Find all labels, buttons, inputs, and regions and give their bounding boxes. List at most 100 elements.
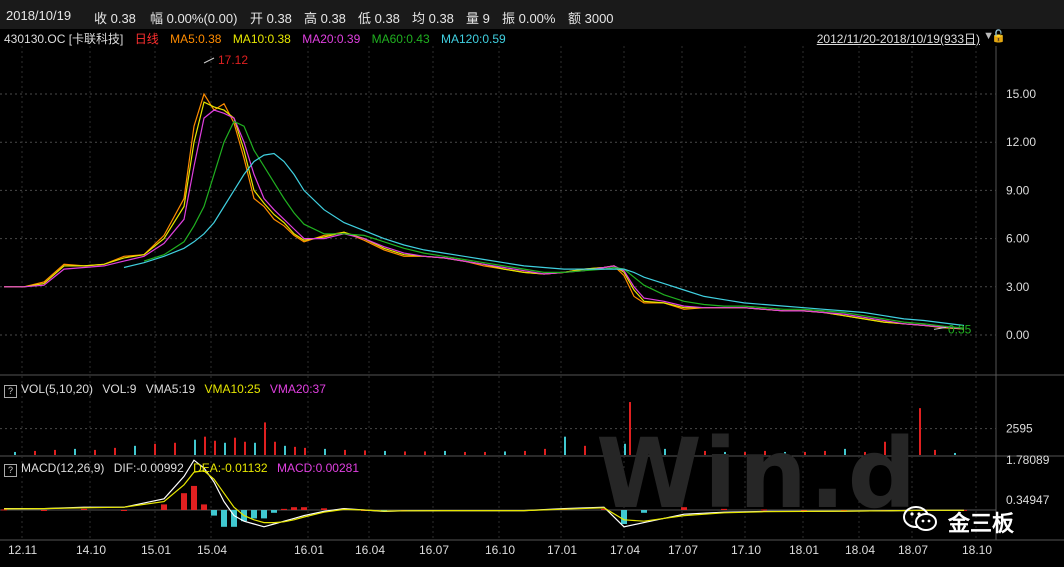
macd-histogram-bar	[721, 508, 727, 510]
volume-bar	[904, 450, 906, 455]
ma20-legend: MA20:0.39	[302, 32, 361, 46]
ma-line-ma60	[143, 120, 965, 329]
volume-bar	[604, 446, 606, 455]
vol-value: VOL:9	[102, 382, 137, 396]
volume-bar	[584, 445, 586, 455]
macd-histogram-bar	[761, 509, 767, 511]
volume-bar	[154, 443, 156, 455]
volume-bar	[234, 437, 236, 455]
volume-bar	[114, 447, 116, 455]
price-tick-label: 9.00	[1006, 183, 1030, 197]
volume-bar	[444, 450, 446, 455]
ma-line-ma120	[123, 152, 965, 327]
lock-icon[interactable]: 🔓	[991, 29, 1006, 43]
macd-histogram-bar	[191, 485, 197, 510]
volume-bar	[864, 451, 866, 455]
time-tick-label: 12.11	[8, 543, 37, 557]
open-label: 开 0.38	[250, 11, 292, 26]
volume-bar	[664, 448, 666, 455]
ma5-legend: MA5:0.38	[170, 32, 222, 46]
macd-histogram-bar	[621, 510, 627, 524]
volume-bar	[344, 449, 346, 455]
vol-legend: ? VOL(5,10,20) VOL:9 VMA5:19 VMA10:25 VMA…	[4, 382, 332, 398]
ma-line-ma10	[4, 101, 965, 330]
volume-bar	[74, 448, 76, 455]
dropdown-triangle-icon[interactable]: ▼	[983, 30, 994, 42]
date-range-label[interactable]: 2012/11/20-2018/10/19(933日)	[816, 32, 980, 46]
time-tick-label: 17.01	[547, 543, 577, 557]
volume-bar	[484, 451, 486, 455]
help-icon[interactable]: ?	[4, 385, 17, 398]
volume-bar	[264, 422, 266, 455]
volume-bar	[54, 449, 56, 455]
vma20-legend: VMA20:37	[269, 382, 326, 396]
time-tick-label: 16.07	[419, 543, 449, 557]
volume-bar	[224, 442, 226, 455]
dea-line	[3, 470, 964, 524]
macd-histogram-bar	[251, 510, 257, 519]
volume-bar	[624, 443, 626, 455]
volume-bar	[284, 445, 286, 455]
volume-bar	[274, 441, 276, 455]
volume-bar	[254, 442, 256, 455]
macd-tick-label: 0.34947	[1006, 493, 1050, 507]
volume-bar	[804, 451, 806, 455]
volume-bar	[34, 450, 36, 455]
macd-histogram-bar	[211, 510, 217, 516]
macd-histogram-bar	[1, 509, 7, 511]
security-code: 430130.OC [卡联科技]	[4, 32, 124, 46]
volume-bar	[364, 450, 366, 455]
volume-bar	[564, 436, 566, 455]
volume-bar	[204, 436, 206, 455]
price-legend: 430130.OC [卡联科技] 日线 MA5:0.38 MA10:0.38 M…	[4, 30, 514, 46]
volume-bar	[684, 451, 686, 455]
macd-histogram-bar	[301, 507, 307, 510]
volume-bar	[14, 451, 16, 455]
help-icon[interactable]: ?	[4, 464, 17, 477]
volume-bar	[384, 450, 386, 455]
macd-histogram-bar	[601, 508, 607, 510]
vma5-legend: VMA5:19	[145, 382, 196, 396]
volume-bar	[544, 448, 546, 455]
volume-bar	[294, 446, 296, 455]
period-label[interactable]: 日线	[134, 32, 159, 46]
high-marker-line	[203, 57, 215, 64]
volume-bar	[424, 451, 426, 455]
macd-histogram-bar	[161, 504, 167, 510]
macd-tick-label: 1.78089	[1006, 453, 1050, 467]
ma120-legend: MA120:0.59	[440, 32, 506, 46]
date-label: 2018/10/19	[6, 8, 72, 23]
volume-bar	[704, 450, 706, 455]
price-tick-label: 12.00	[1006, 135, 1036, 149]
volume-bar	[304, 447, 306, 455]
wechat-icon	[903, 506, 937, 531]
vol-tick-label: 2595	[1006, 422, 1033, 436]
macd-histogram-bar	[681, 507, 687, 510]
macd-histogram-bar	[181, 493, 187, 510]
wechat-badge: 金三板	[902, 500, 1042, 540]
volume-bar	[194, 439, 196, 455]
volume-bar	[954, 452, 956, 455]
change-label: 幅 0.00%(0.00)	[150, 11, 238, 26]
volume-bar	[94, 449, 96, 455]
volume-bar	[629, 402, 631, 455]
macd-histogram-bar	[121, 510, 127, 511]
volume-bar	[784, 451, 786, 455]
time-tick-label: 18.10	[962, 543, 992, 557]
ohlc-info-bar: 2018/10/19 收 0.38 幅 0.00%(0.00) 开 0.38 高…	[0, 0, 1064, 29]
volume-bar	[844, 448, 846, 455]
macd-histogram-bar	[81, 508, 87, 510]
volume-bar	[724, 451, 726, 455]
macd-histogram-bar	[231, 510, 237, 527]
price-tick-label: 6.00	[1006, 232, 1030, 246]
volume-bar	[919, 408, 921, 455]
ma60-legend: MA60:0.43	[371, 32, 430, 46]
ma-line-ma20	[4, 109, 965, 330]
time-tick-label: 16.04	[355, 543, 385, 557]
time-tick-label: 15.01	[141, 543, 171, 557]
volume-bar	[504, 451, 506, 455]
low-label: 低 0.38	[358, 11, 400, 26]
volume-bar	[174, 442, 176, 455]
volume-bar	[644, 442, 646, 455]
time-tick-label: 18.04	[845, 543, 875, 557]
